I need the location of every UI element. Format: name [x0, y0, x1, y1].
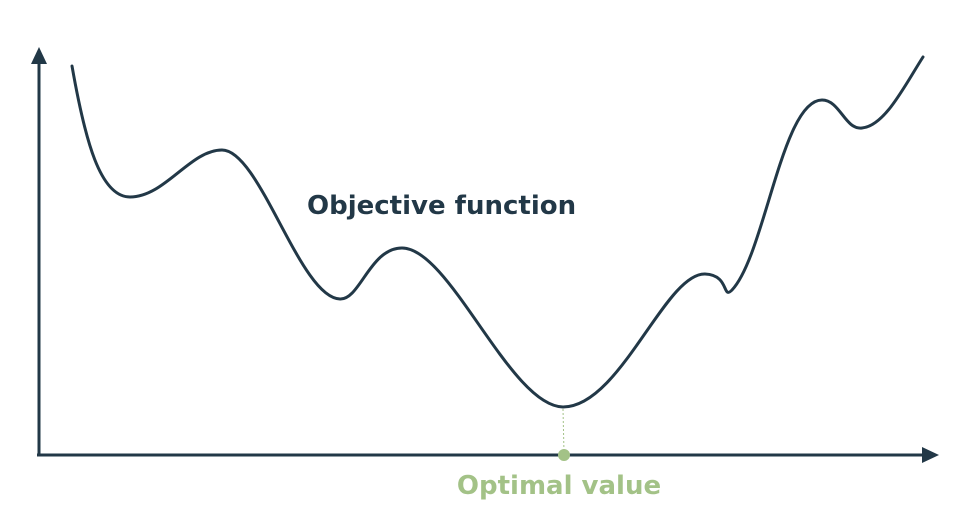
optimum-label: Optimal value: [457, 471, 661, 501]
y-axis-arrowhead: [31, 47, 47, 64]
optimum-point: [558, 449, 570, 461]
objective-function-curve: [70, 55, 925, 409]
optimum-guide-line: [562, 408, 565, 454]
x-axis-arrowhead: [922, 447, 939, 463]
curve-label: Objective function: [307, 191, 576, 221]
